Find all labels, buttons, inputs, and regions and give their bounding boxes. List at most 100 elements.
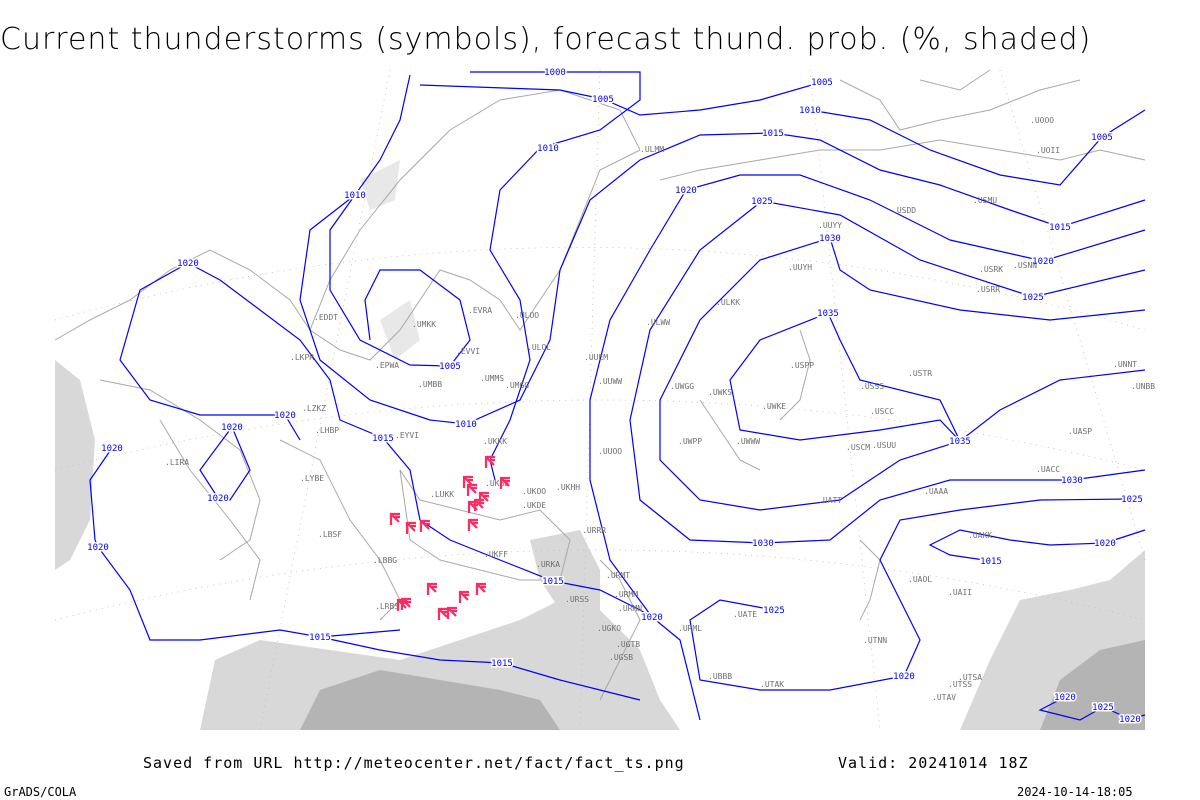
station-label: .UATE [733, 610, 757, 619]
isobar-label: 1020 [1119, 715, 1141, 725]
station-label: .URRR [582, 526, 606, 535]
isobar-label: 1015 [980, 557, 1002, 567]
isobar [589, 189, 687, 618]
station-label: .USPP [790, 361, 814, 370]
station-label: .USRR [976, 285, 1000, 294]
station-label: .UATT [818, 496, 842, 505]
thunderstorm-symbol-icon [446, 606, 457, 619]
station-label: .UKOO [522, 487, 546, 496]
isobar [329, 194, 471, 367]
isobar [319, 636, 641, 701]
isobar-label: 1010 [537, 144, 559, 154]
station-label: .USCM [846, 443, 870, 452]
isobar-label: 1030 [819, 234, 841, 244]
isobar-label: 1025 [1022, 293, 1044, 303]
station-label: .UWWW [736, 437, 760, 446]
station-label: .EVVI [456, 347, 480, 356]
isobar [119, 262, 301, 441]
isobar [928, 529, 1146, 562]
station-label: .URKA [536, 560, 560, 569]
isobar-label: 1005 [1091, 133, 1113, 143]
isobar [809, 109, 1146, 186]
isobar [761, 200, 1146, 298]
source-url-text: Saved from URL http://meteocenter.net/fa… [143, 754, 685, 772]
isobar [829, 237, 1146, 321]
station-label: .UTNN [863, 636, 887, 645]
isobars [89, 71, 1146, 721]
station-label: .UUYY [818, 221, 842, 230]
isobar-label: 1020 [893, 672, 915, 682]
station-label: .UAOL [908, 575, 932, 584]
station-label: .URMN [618, 604, 642, 613]
station-label: .UMMS [480, 374, 504, 383]
station-label: .UAAA [924, 487, 948, 496]
station-label: .USCC [870, 407, 894, 416]
thunderstorm-symbol-icon [426, 582, 437, 595]
thunderstorm-symbol-icon [484, 455, 495, 468]
station-label: .UKDE [522, 501, 546, 510]
station-label: .ULWW [646, 318, 670, 327]
station-label: .USDD [892, 206, 916, 215]
isobar-label: 1015 [762, 129, 784, 139]
station-label: .UOOO [1030, 116, 1054, 125]
thunderstorm-symbol-icon [389, 512, 400, 525]
thunderstorm-symbol-icon [405, 521, 416, 534]
station-label: .UTSA [958, 673, 982, 682]
station-label: .USTR [908, 369, 932, 378]
isobar-label: 1020 [1032, 257, 1054, 267]
thunderstorm-symbol-icon [473, 498, 484, 511]
thunderstorm-symbol-icon [466, 483, 477, 496]
station-label: .URMM [614, 590, 638, 599]
station-label: .USNN [1013, 261, 1037, 270]
station-label: .UASP [1068, 427, 1092, 436]
station-label: .UNBB [1131, 382, 1155, 391]
shade-southeast-core [1040, 640, 1145, 730]
station-label: .UKFF [484, 550, 508, 559]
station-label: .LRBS [375, 602, 399, 611]
station-label: .UTSS [948, 680, 972, 689]
isobar [89, 447, 401, 641]
isobar-label: 1020 [221, 423, 243, 433]
station-label: .UTAK [760, 680, 784, 689]
shade-west [55, 360, 95, 570]
isobar-label: 1020 [1054, 693, 1076, 703]
station-label: .UKHH [556, 483, 580, 492]
station-label: .URSS [565, 595, 589, 604]
station-label: .UAII [948, 588, 972, 597]
station-label: .LBBG [373, 556, 397, 565]
station-label: .UACC [1036, 465, 1060, 474]
isobar [629, 200, 1146, 544]
station-label: .EPWA [375, 361, 399, 370]
shade-black-sea-east [530, 530, 600, 620]
thunderstorm-symbol-icon [475, 582, 486, 595]
isobar-label: 1030 [752, 539, 774, 549]
isobar-label: 1020 [274, 411, 296, 421]
isobar [299, 74, 1146, 425]
isobar-label: 1010 [455, 420, 477, 430]
station-label: .EVRA [468, 306, 492, 315]
isobar [659, 237, 1146, 511]
isobar [199, 425, 251, 501]
station-label: .EDDT [314, 313, 338, 322]
isobar [729, 312, 961, 442]
station-label: .EYVI [395, 431, 419, 440]
thunderstorm-symbol-icon [458, 590, 469, 603]
isobar-label: 1005 [439, 362, 461, 372]
station-label: .UWPP [678, 437, 702, 446]
station-label: .LYBE [300, 474, 324, 483]
station-label: .UUWW [598, 377, 622, 386]
shade-scandinavia [360, 160, 400, 210]
isobar [470, 71, 641, 481]
thunderstorm-symbol-icon [462, 475, 473, 488]
thunderstorm-symbol-icon [400, 597, 411, 610]
station-label: .ULKK [716, 298, 740, 307]
isobar-label: 1005 [811, 78, 833, 88]
generated-timestamp: 2024-10-14-18:05 [1017, 785, 1133, 799]
map-title: Current thunderstorms (symbols), forecas… [0, 22, 1092, 57]
isobar-label: 1020 [177, 259, 199, 269]
station-label: .UUYH [788, 263, 812, 272]
station-label: .UGTB [616, 640, 640, 649]
station-label: .UKBB [485, 479, 509, 488]
software-credit: GrADS/COLA [4, 785, 77, 799]
